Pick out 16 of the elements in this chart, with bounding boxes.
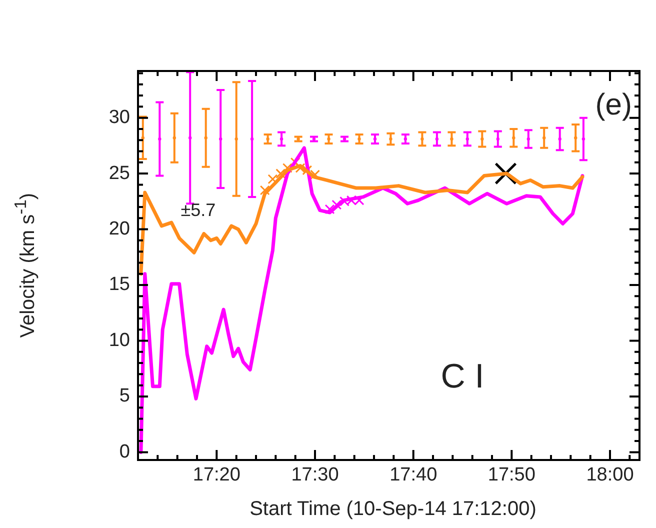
y-tick-label: 20 xyxy=(108,218,130,240)
x-tick-label: 18:00 xyxy=(586,464,634,486)
y-tick-label: 30 xyxy=(108,107,130,128)
y-tick-label: 15 xyxy=(108,274,130,296)
x-tick-label: 17:50 xyxy=(488,464,536,486)
annotation: C I xyxy=(440,358,484,396)
y-tick-label: 25 xyxy=(108,162,130,184)
y-tick-label: 0 xyxy=(119,441,130,462)
x-tick-label: 17:20 xyxy=(192,464,240,486)
annotation: (e) xyxy=(595,88,632,122)
x-tick-label: 17:30 xyxy=(291,464,339,486)
x-tick-label: 17:40 xyxy=(390,464,438,486)
annotation: ±5.7 xyxy=(180,200,216,220)
x-axis-title: Start Time (10-Sep-14 17:12:00) xyxy=(248,498,538,521)
y-tick-label: 10 xyxy=(108,330,130,351)
y-tick-label: 5 xyxy=(119,386,130,407)
